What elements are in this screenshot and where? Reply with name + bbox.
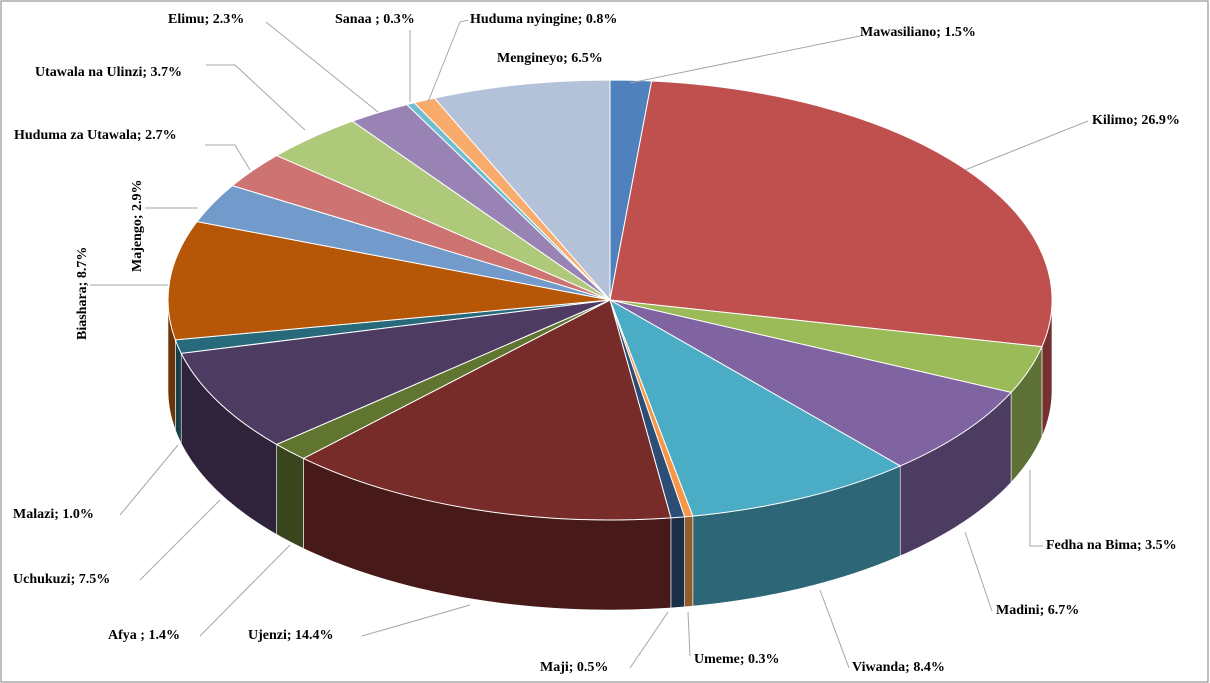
data-label: Majengo; 2.9% [130, 179, 145, 272]
leader-line [819, 589, 850, 669]
data-label: Fedha na Bima; 3.5% [1046, 538, 1177, 553]
label-value: ; 3.7% [142, 65, 182, 80]
label-category: Viwanda [852, 660, 905, 675]
slice [609, 298, 902, 517]
slice-side [684, 515, 694, 608]
label-category: Sanaa [335, 12, 372, 27]
label-value: ; 0.8% [578, 12, 618, 27]
data-label: Uchukuzi; 7.5% [13, 572, 110, 587]
leader-line [265, 21, 379, 113]
label-category: Huduma nyingine [470, 12, 578, 27]
label-category: Madini [996, 603, 1040, 618]
pie-tops [167, 79, 1053, 521]
label-category: Uchukuzi [13, 572, 71, 587]
data-label: Afya ; 1.4% [108, 628, 180, 643]
data-label: Maji; 0.5% [540, 660, 608, 675]
label-value: ; 0.5% [569, 660, 609, 675]
slice-side [276, 443, 304, 549]
data-label: Kilimo; 26.9% [1092, 113, 1180, 128]
label-category: Utawala na Ulinzi [35, 65, 142, 80]
label-value: ; 3.5% [1137, 538, 1177, 553]
label-category: Ujenzi [248, 628, 287, 643]
label-value: ; 0.3% [740, 652, 780, 667]
slice [302, 299, 672, 521]
data-label: Viwanda; 8.4% [852, 660, 945, 675]
label-value: ; 2.3% [205, 12, 245, 27]
data-label: Sanaa ; 0.3% [335, 12, 415, 27]
data-label: Mawasiliano; 1.5% [860, 25, 976, 40]
leader-line [687, 611, 691, 657]
label-value: ; 7.5% [71, 572, 111, 587]
label-value: ; 26.9% [1133, 113, 1180, 128]
data-label: Biashara; 8.7% [75, 247, 90, 340]
data-label: Ujenzi; 14.4% [248, 628, 334, 643]
leader-line [139, 499, 221, 581]
data-label: Mengineyo; 6.5% [497, 51, 603, 66]
label-value: ; 8.4% [905, 660, 945, 675]
label-category: Mawasiliano [860, 25, 936, 40]
label-value: ; 6.7% [1040, 603, 1080, 618]
data-label: Madini; 6.7% [996, 603, 1079, 618]
leader-line [629, 35, 861, 84]
data-label: Huduma za Utawala; 2.7% [14, 128, 177, 143]
label-value: ; 1.0% [54, 507, 94, 522]
label-category: Malazi [13, 507, 54, 522]
label-category: Mengineyo [497, 51, 563, 66]
label-category: Umeme [694, 652, 740, 667]
slice-side [670, 516, 685, 609]
leader-line [629, 611, 669, 669]
label-category: Huduma za Utawala [14, 128, 137, 143]
leader-line [206, 64, 306, 131]
label-category: Maji [540, 660, 569, 675]
label-value: ; 1.4% [137, 628, 180, 643]
data-label: Huduma nyingine; 0.8% [470, 12, 617, 27]
label-value: ; 8.7% [75, 247, 90, 287]
label-category: Majengo [130, 219, 145, 272]
slice [609, 299, 1013, 467]
data-label: Umeme; 0.3% [694, 652, 780, 667]
label-value: ; 2.7% [137, 128, 177, 143]
label-value: ; 2.9% [130, 179, 145, 219]
slice-side [175, 339, 182, 444]
label-value: ; 6.5% [563, 51, 603, 66]
leader-line [427, 19, 469, 103]
leader-line [1029, 470, 1043, 547]
label-value: ; 0.3% [372, 12, 415, 27]
label-value: ; 1.5% [936, 25, 976, 40]
slice [433, 79, 611, 302]
label-value: ; 14.4% [287, 628, 334, 643]
slice [167, 221, 611, 341]
label-category: Biashara [75, 286, 90, 340]
label-category: Fedha na Bima [1046, 538, 1137, 553]
label-category: Afya [108, 628, 137, 643]
slice [180, 299, 611, 446]
leader-line [361, 604, 471, 637]
leader-line [964, 120, 1089, 171]
data-label: Utawala na Ulinzi; 3.7% [35, 65, 182, 80]
labels: Mawasiliano; 1.5% Kilimo; 26.9% Fedha na B… [13, 12, 1180, 675]
slice [609, 80, 1053, 348]
leader-line [205, 144, 251, 171]
label-category: Elimu [168, 12, 205, 27]
leader-line [964, 531, 993, 612]
leader-line [119, 444, 179, 516]
data-label: Elimu; 2.3% [168, 12, 244, 27]
label-category: Kilimo [1092, 113, 1133, 128]
data-label: Malazi; 1.0% [13, 507, 94, 522]
leader-line [199, 544, 291, 637]
